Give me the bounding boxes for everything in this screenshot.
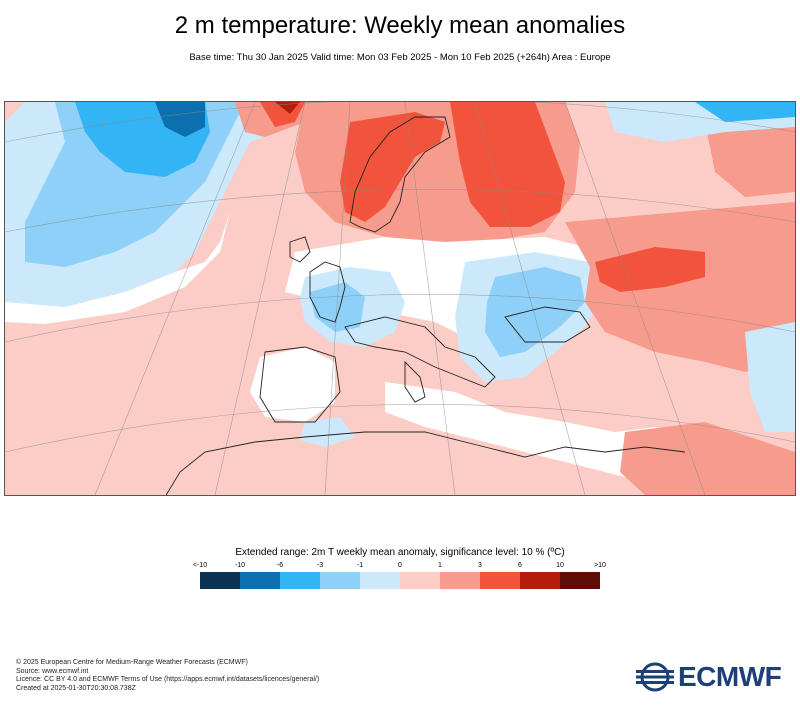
legend-tick-label: 1 [438, 562, 442, 569]
legend-ticks: <-10 -10 -6 -3 -1 0 1 3 6 10 >10 [193, 562, 606, 572]
graticule [5, 102, 795, 495]
western-europe-moderate-cold [310, 282, 365, 332]
temperature-anomaly-map [4, 101, 796, 496]
legend-swatch [520, 572, 560, 589]
footer-created: Created at 2025-01-30T20:30:08.738Z [16, 684, 136, 692]
central-asia-cold [745, 322, 795, 432]
legend-tick-label: <-10 [192, 562, 208, 569]
urals-warm [705, 112, 795, 197]
ecmwf-logo: ECMWF [636, 659, 788, 695]
legend-tick-label: 3 [478, 562, 482, 569]
coastlines [165, 116, 686, 495]
eastern-europe-warm [565, 202, 795, 372]
scandinavia-strong-warm [340, 112, 445, 222]
legend-swatch [240, 572, 280, 589]
legend-tick-label: -3 [316, 562, 324, 569]
legend-tick-label: 6 [518, 562, 522, 569]
footer-copyright: © 2025 European Centre for Medium-Range … [16, 659, 248, 666]
neutral-band-atlantic [5, 212, 230, 324]
ecmwf-logo-icon [636, 662, 674, 692]
legend-tick-label: 0 [398, 562, 402, 569]
legend-swatch [480, 572, 520, 589]
ecmwf-logo-text: ECMWF [678, 661, 782, 692]
legend-swatch [200, 572, 240, 589]
legend-swatch [440, 572, 480, 589]
middle-east-warm [620, 422, 795, 495]
iceland-very-warm [275, 102, 300, 114]
legend-swatch [400, 572, 440, 589]
legend-tick-label: >10 [594, 562, 606, 569]
page-title: 2 m temperature: Weekly mean anomalies [174, 12, 626, 39]
legend-swatch [280, 572, 320, 589]
legend-tick-label: -10 [234, 562, 246, 569]
iberia-cold [300, 417, 355, 447]
legend-swatch [560, 572, 600, 589]
balkans-moderate-cold [485, 267, 585, 357]
legend-swatch [320, 572, 360, 589]
iberia-neutral [250, 347, 335, 422]
eastern-europe-strong-warm [595, 247, 705, 292]
arctic-east-strong-cold [695, 102, 795, 122]
legend-tick-label: 10 [556, 562, 564, 569]
greenland-very-cold [155, 102, 205, 137]
page-subtitle: Base time: Thu 30 Jan 2025 Valid time: M… [189, 52, 611, 63]
legend-swatch [360, 572, 400, 589]
russia-strong-warm [450, 102, 565, 227]
footer-licence: Licence: CC BY 4.0 and ECMWF Terms of Us… [16, 676, 320, 684]
footer-source: Source: www.ecmwf.int [16, 667, 89, 675]
legend-title: Extended range: 2m T weekly mean anomaly… [235, 547, 565, 558]
legend-tick-label: -6 [276, 562, 284, 569]
footer: © 2025 European Centre for Medium-Range … [16, 659, 319, 693]
legend-colorbar [200, 572, 600, 589]
legend-tick-label: -1 [356, 562, 364, 569]
